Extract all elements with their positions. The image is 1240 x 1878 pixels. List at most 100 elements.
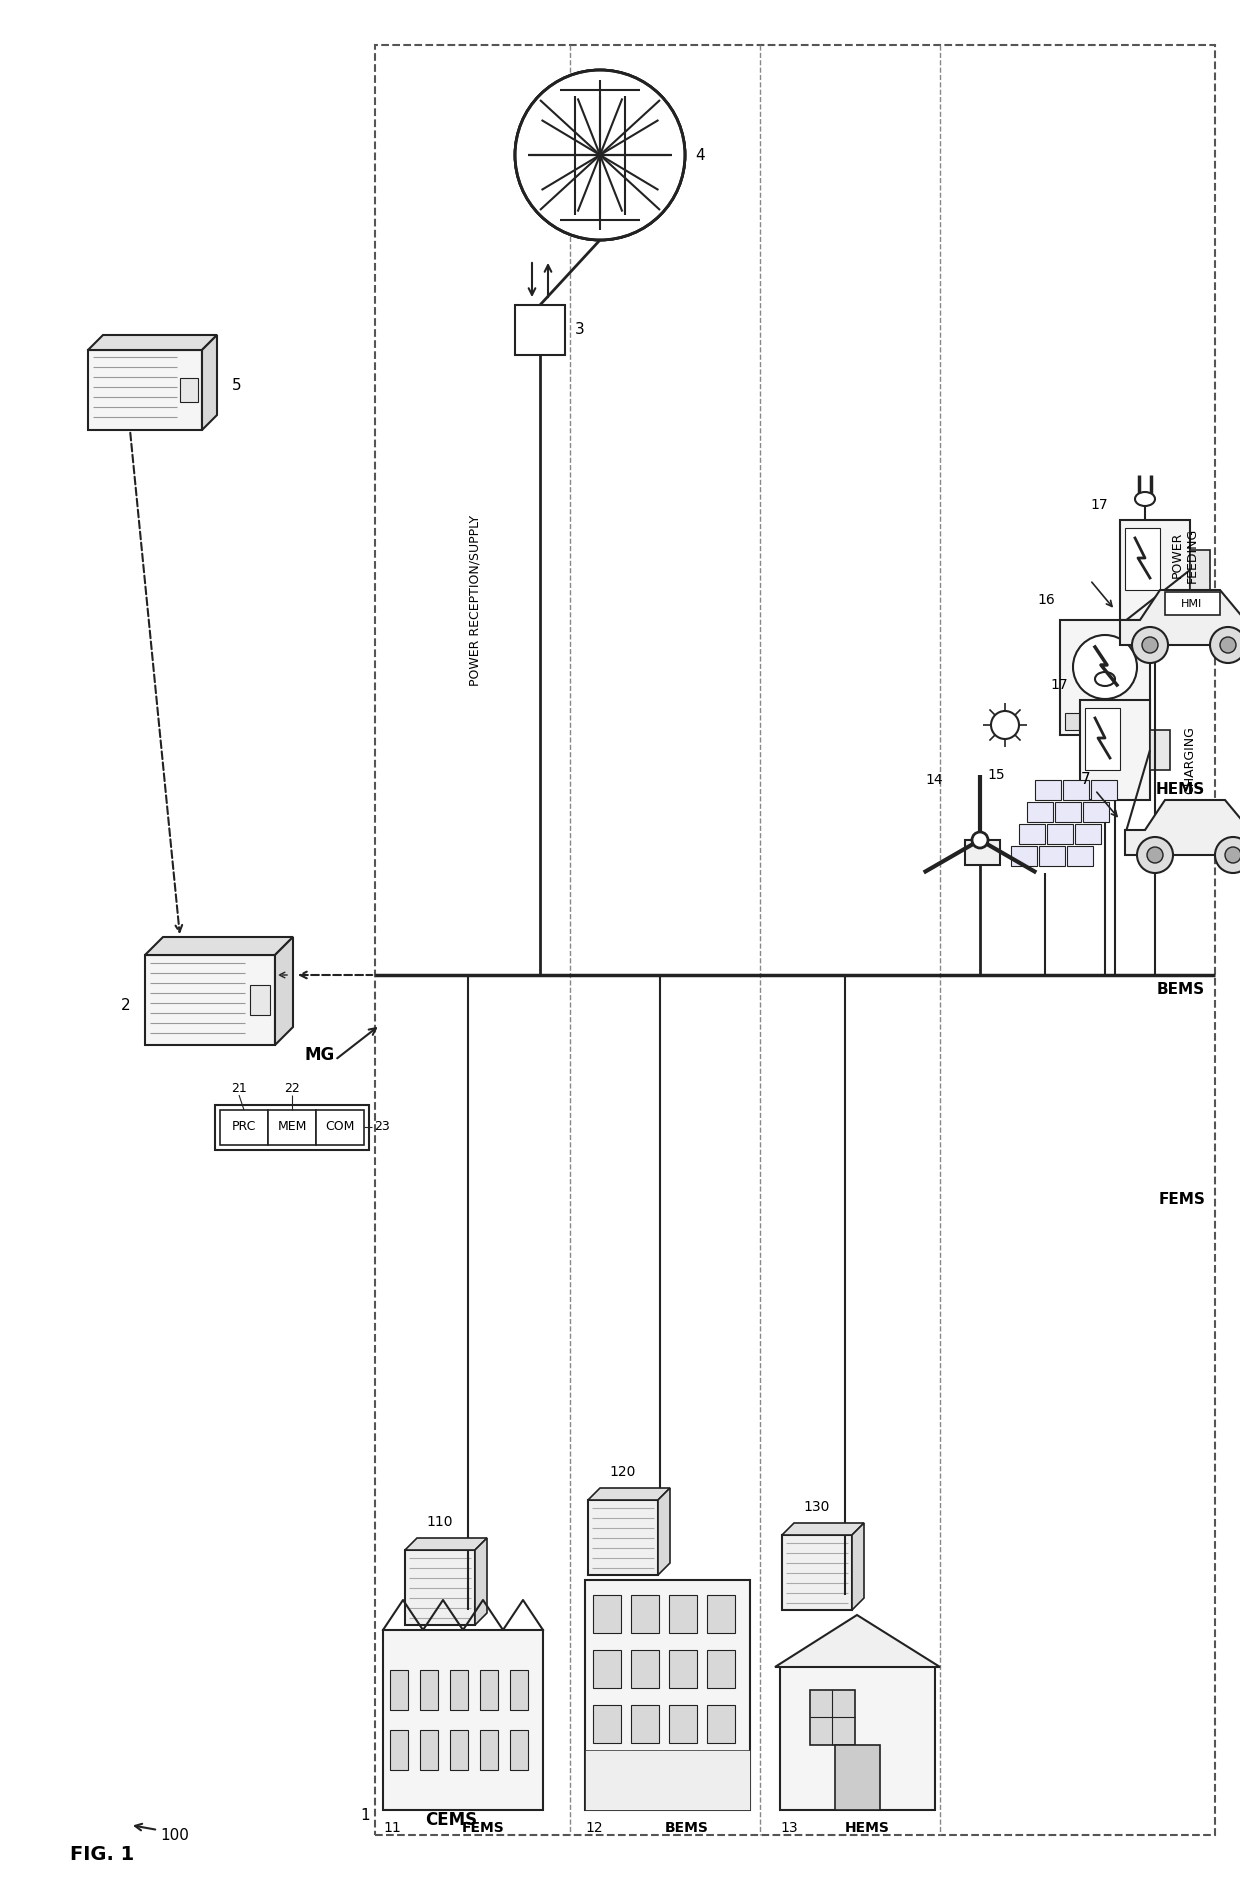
Polygon shape bbox=[1039, 845, 1065, 866]
Polygon shape bbox=[588, 1487, 670, 1501]
Text: FEMS: FEMS bbox=[1158, 1193, 1205, 1208]
Text: 7: 7 bbox=[1080, 772, 1090, 787]
Bar bbox=[145, 956, 275, 1044]
Bar bbox=[510, 1730, 528, 1769]
Text: 11: 11 bbox=[383, 1822, 401, 1835]
Bar bbox=[1190, 550, 1210, 590]
Polygon shape bbox=[1027, 802, 1053, 823]
Circle shape bbox=[1137, 838, 1173, 873]
Polygon shape bbox=[275, 937, 293, 1044]
Text: 130: 130 bbox=[804, 1501, 831, 1514]
Polygon shape bbox=[1075, 824, 1101, 843]
Circle shape bbox=[991, 712, 1019, 740]
Bar bbox=[268, 1110, 316, 1146]
Polygon shape bbox=[782, 1523, 864, 1534]
Text: 13: 13 bbox=[780, 1822, 797, 1835]
Bar bbox=[383, 1630, 543, 1810]
Text: 100: 100 bbox=[160, 1827, 188, 1842]
Text: CEMS: CEMS bbox=[425, 1810, 477, 1829]
Polygon shape bbox=[405, 1538, 487, 1549]
Bar bbox=[631, 1705, 658, 1743]
Bar bbox=[707, 1651, 735, 1688]
Bar bbox=[670, 1594, 697, 1634]
Polygon shape bbox=[1066, 845, 1092, 866]
Polygon shape bbox=[852, 1523, 864, 1609]
Text: HEMS: HEMS bbox=[1156, 783, 1205, 798]
Bar bbox=[450, 1670, 467, 1711]
Bar bbox=[510, 1670, 528, 1711]
Text: 22: 22 bbox=[284, 1082, 300, 1095]
Bar bbox=[391, 1670, 408, 1711]
Polygon shape bbox=[202, 334, 217, 430]
Circle shape bbox=[1147, 847, 1163, 864]
Text: POWER
FEEDING: POWER FEEDING bbox=[1171, 528, 1199, 582]
Polygon shape bbox=[1091, 779, 1117, 800]
Bar bbox=[835, 1745, 880, 1810]
Polygon shape bbox=[1047, 824, 1073, 843]
Bar bbox=[1120, 520, 1190, 620]
Bar bbox=[420, 1670, 438, 1711]
Circle shape bbox=[1220, 637, 1236, 654]
Bar bbox=[631, 1594, 658, 1634]
Bar bbox=[707, 1705, 735, 1743]
Bar bbox=[420, 1730, 438, 1769]
Polygon shape bbox=[475, 1538, 487, 1624]
Circle shape bbox=[1210, 627, 1240, 663]
Text: POWER RECEPTION/SUPPLY: POWER RECEPTION/SUPPLY bbox=[469, 515, 481, 685]
Polygon shape bbox=[1035, 779, 1061, 800]
Bar bbox=[515, 304, 565, 355]
Polygon shape bbox=[1063, 779, 1089, 800]
Text: 1: 1 bbox=[361, 1807, 370, 1822]
Bar bbox=[1060, 620, 1149, 734]
Text: HEMS: HEMS bbox=[844, 1822, 889, 1835]
Polygon shape bbox=[775, 1615, 940, 1668]
Bar bbox=[180, 377, 198, 402]
Text: 17: 17 bbox=[1050, 678, 1068, 691]
Bar bbox=[219, 1110, 268, 1146]
Text: 5: 5 bbox=[232, 377, 242, 393]
Bar bbox=[593, 1594, 621, 1634]
Text: 16: 16 bbox=[1037, 593, 1055, 607]
Text: FIG. 1: FIG. 1 bbox=[69, 1846, 134, 1865]
Text: 3: 3 bbox=[575, 323, 585, 338]
Ellipse shape bbox=[1135, 492, 1154, 505]
Text: PRC: PRC bbox=[232, 1121, 257, 1134]
Circle shape bbox=[972, 832, 988, 849]
Circle shape bbox=[515, 69, 684, 240]
Polygon shape bbox=[145, 937, 293, 956]
Bar bbox=[593, 1651, 621, 1688]
Text: BEMS: BEMS bbox=[665, 1822, 709, 1835]
Text: HMI: HMI bbox=[1182, 599, 1203, 608]
Text: 14: 14 bbox=[925, 774, 942, 787]
Polygon shape bbox=[658, 1487, 670, 1576]
Bar bbox=[593, 1705, 621, 1743]
Bar bbox=[1166, 592, 1220, 614]
Bar bbox=[585, 1750, 750, 1810]
Bar bbox=[670, 1705, 697, 1743]
Bar bbox=[810, 1690, 856, 1745]
Bar bbox=[450, 1730, 467, 1769]
Bar bbox=[585, 1579, 750, 1810]
Circle shape bbox=[1142, 637, 1158, 654]
Bar bbox=[631, 1651, 658, 1688]
Bar bbox=[250, 984, 270, 1014]
Bar bbox=[782, 1534, 852, 1609]
Bar bbox=[1080, 700, 1149, 800]
Text: 110: 110 bbox=[427, 1516, 454, 1529]
Polygon shape bbox=[1019, 824, 1045, 843]
Text: CHARGING: CHARGING bbox=[1183, 727, 1197, 794]
Text: 23: 23 bbox=[374, 1121, 389, 1134]
Text: 120: 120 bbox=[610, 1465, 636, 1480]
Bar bbox=[707, 1594, 735, 1634]
Polygon shape bbox=[1120, 590, 1240, 644]
Bar bbox=[374, 45, 1215, 1835]
Bar bbox=[480, 1670, 498, 1711]
Polygon shape bbox=[1055, 802, 1081, 823]
Text: 12: 12 bbox=[585, 1822, 603, 1835]
Circle shape bbox=[515, 69, 684, 240]
Polygon shape bbox=[1125, 800, 1240, 854]
Bar bbox=[480, 1730, 498, 1769]
Text: MEM: MEM bbox=[278, 1121, 306, 1134]
Bar bbox=[588, 1501, 658, 1576]
Bar bbox=[391, 1730, 408, 1769]
